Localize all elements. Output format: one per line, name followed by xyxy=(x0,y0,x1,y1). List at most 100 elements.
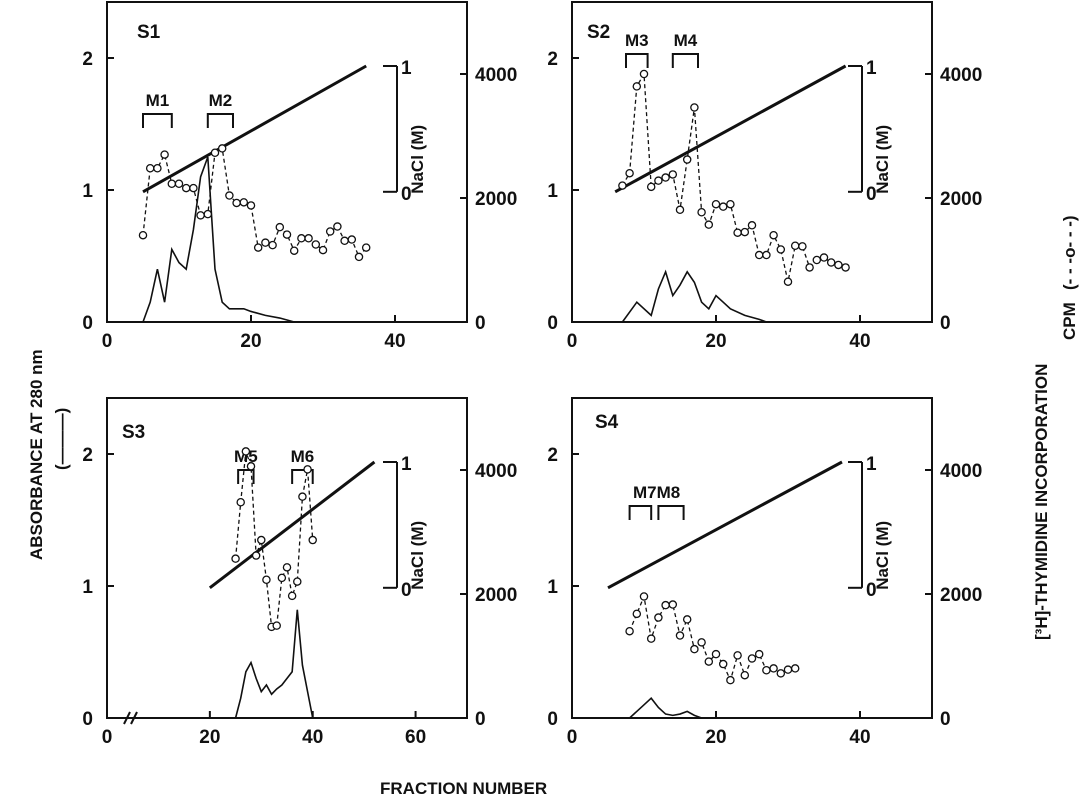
cpm-point xyxy=(711,649,721,659)
cpm-point xyxy=(682,155,692,164)
cpm-point xyxy=(287,591,297,601)
cpm-point xyxy=(690,103,699,112)
y-tick-label-cpm: 0 xyxy=(475,313,486,334)
cpm-point xyxy=(174,179,184,188)
nacl-tick-label: 0 xyxy=(866,184,877,205)
x-tick-label: 20 xyxy=(199,727,220,748)
y-tick-label-cpm: 4000 xyxy=(940,65,982,86)
pool-bracket-m2 xyxy=(206,113,234,128)
nacl-tick-label: 1 xyxy=(866,58,877,79)
cpm-point xyxy=(340,236,349,246)
cpm-point xyxy=(241,447,251,456)
cpm-point xyxy=(834,260,843,270)
cpm-point xyxy=(297,234,306,243)
cpm-point xyxy=(311,240,321,249)
pool-bracket-m4 xyxy=(671,53,699,68)
cpm-point xyxy=(812,255,822,265)
cpm-point xyxy=(733,651,742,660)
cpm-point xyxy=(697,638,706,647)
nacl-tick-label: 0 xyxy=(401,184,412,205)
cpm-point xyxy=(654,613,663,622)
cpm-point xyxy=(145,163,155,173)
cpm-point xyxy=(253,243,263,252)
cpm-point xyxy=(826,258,836,267)
x-tick-label: 40 xyxy=(384,331,405,352)
x-tick-label: 0 xyxy=(102,331,113,352)
y-tick-label-abs: 0 xyxy=(82,313,93,334)
cpm-point xyxy=(769,664,778,673)
cpm-point xyxy=(697,208,706,217)
panel-label: S3 xyxy=(122,422,145,443)
nacl-gradient-line xyxy=(607,460,843,590)
cpm-point xyxy=(333,222,342,231)
pool-bracket-m1 xyxy=(142,113,173,128)
cpm-point xyxy=(153,163,162,173)
y-tick-label-cpm: 2000 xyxy=(475,189,517,210)
cpm-point xyxy=(740,670,750,680)
y-tick-label-abs: 1 xyxy=(82,577,93,598)
cpm-point xyxy=(275,222,285,232)
cpm-point xyxy=(704,220,714,229)
cpm-point xyxy=(304,234,313,243)
axis-break-mark xyxy=(130,711,138,725)
cpm-point xyxy=(217,144,227,153)
cpm-point xyxy=(639,69,649,79)
cpm-point xyxy=(236,497,245,507)
cpm-point xyxy=(754,250,764,260)
cpm-point xyxy=(841,263,850,272)
y-tick-label-abs: 0 xyxy=(547,709,558,730)
x-tick-label: 0 xyxy=(567,727,578,748)
y-tick-label-cpm: 4000 xyxy=(475,461,517,482)
nacl-axis-label: NaCl (M) xyxy=(408,521,427,590)
cpm-point xyxy=(225,191,234,200)
pool-label-combined: M7M8 xyxy=(633,483,680,502)
cpm-point xyxy=(354,252,364,262)
cpm-point xyxy=(819,253,829,262)
nacl-tick-label: 1 xyxy=(866,454,877,475)
panel-label: S2 xyxy=(587,22,610,43)
cpm-point xyxy=(262,575,271,584)
absorbance-line xyxy=(629,697,702,719)
cpm-point xyxy=(282,230,292,239)
y-tick-label-abs: 2 xyxy=(82,49,93,70)
cpm-point xyxy=(293,577,302,586)
y-tick-label-cpm: 0 xyxy=(475,709,486,730)
x-tick-label: 20 xyxy=(705,727,726,748)
cpm-point xyxy=(639,592,649,601)
cpm-point xyxy=(231,554,240,563)
cpm-point xyxy=(282,563,292,572)
x-tick-label: 20 xyxy=(705,331,726,352)
panel-label: S4 xyxy=(595,412,619,433)
cpm-point xyxy=(277,573,287,583)
nacl-gradient-line xyxy=(142,64,367,194)
cpm-point xyxy=(668,600,678,609)
cpm-point xyxy=(272,621,281,630)
x-tick-label: 40 xyxy=(849,727,870,748)
nacl-axis-label: NaCl (M) xyxy=(873,125,892,194)
y-tick-label-abs: 2 xyxy=(547,445,558,466)
cpm-point xyxy=(210,148,220,157)
cpm-point xyxy=(654,176,663,185)
cpm-point xyxy=(646,182,656,192)
cpm-point xyxy=(718,659,728,669)
cpm-point xyxy=(257,535,266,545)
cpm-point xyxy=(318,245,328,255)
nacl-tick-label: 1 xyxy=(401,454,412,475)
cpm-point xyxy=(661,600,670,610)
cpm-point xyxy=(618,181,627,190)
plot-frame xyxy=(106,1,468,323)
cpm-point xyxy=(675,205,685,215)
pool-bracket-m7 xyxy=(628,505,653,520)
cpm-point xyxy=(246,462,256,471)
cpm-line xyxy=(142,147,367,259)
axis-break-mark xyxy=(123,711,131,725)
left-axis-key: (———) xyxy=(52,408,71,470)
cpm-point xyxy=(790,241,800,250)
y-tick-label-abs: 0 xyxy=(547,313,558,334)
cpm-point xyxy=(790,664,800,673)
cpm-point xyxy=(138,230,148,240)
y-tick-label-cpm: 0 xyxy=(940,709,951,730)
cpm-point xyxy=(711,199,721,209)
